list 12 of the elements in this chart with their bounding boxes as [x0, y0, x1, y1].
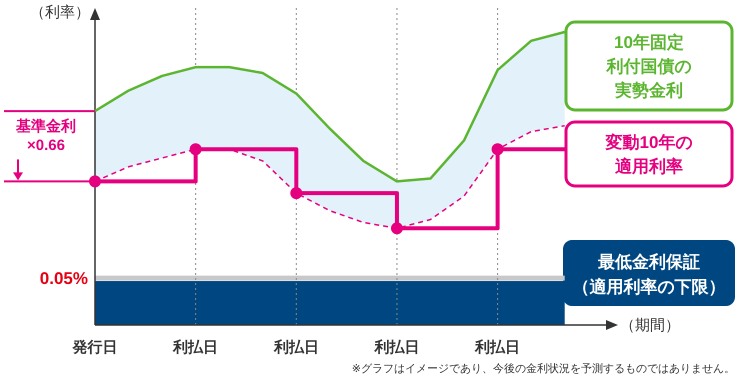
x-tick-label: 利払日 [272, 339, 319, 356]
annotation: 0.05% [40, 269, 88, 288]
band-label: 最低金利保証（適用利率の下限） [572, 252, 726, 297]
x-tick-label: 利払日 [172, 339, 218, 356]
annotation: 基準金利×0.66 [4, 110, 95, 182]
annotation: 基準金利×0.66 [15, 118, 76, 154]
x-tick-label: 利払日 [373, 339, 420, 356]
y-axis-title: （利率） [30, 4, 90, 21]
x-tick-label: 利払日 [474, 339, 520, 356]
x-tick-label: 発行日 [72, 339, 118, 356]
x-axis-title: （期間） [620, 317, 680, 334]
annotation: ※グラフはイメージであり、今後の金利状況を予測するものではありません。 [352, 363, 735, 375]
